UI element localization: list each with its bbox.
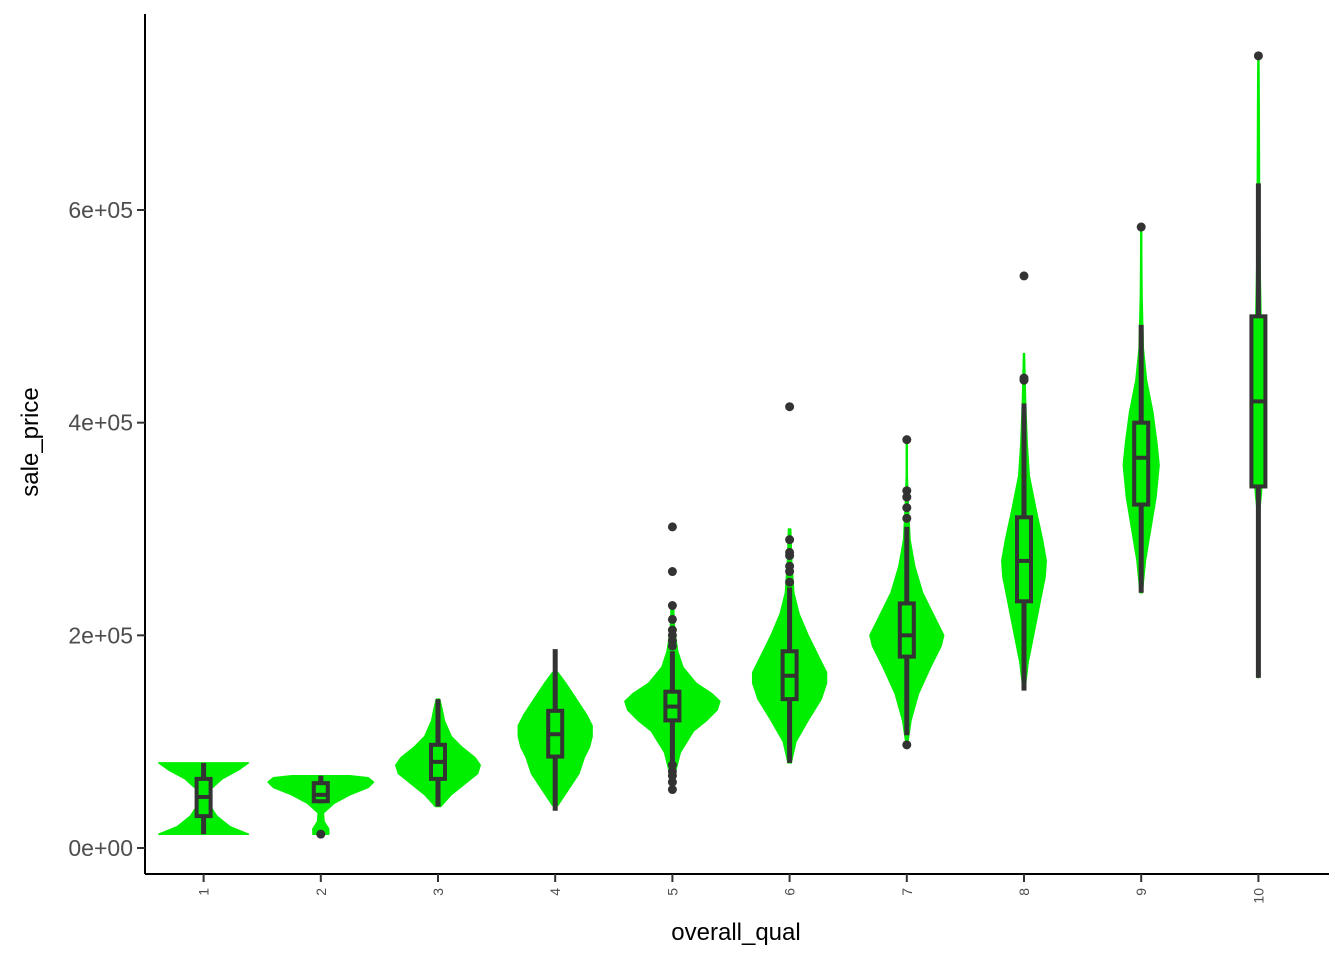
x-tick-label: 2 (313, 888, 329, 896)
boxplot-7 (897, 435, 916, 750)
outlier-point (902, 492, 912, 502)
boxplot-5 (663, 522, 682, 795)
outlier-point (902, 435, 912, 445)
boxplot-4 (546, 649, 565, 811)
outlier-point (902, 486, 912, 496)
outlier-point (1253, 51, 1263, 61)
x-tick-label: 9 (1133, 888, 1149, 896)
outlier-point (1019, 271, 1029, 281)
iqr-box (897, 601, 916, 659)
outlier-point (785, 402, 795, 412)
y-tick-label: 6e+05 (68, 197, 133, 223)
outlier-point (667, 766, 677, 776)
x-tick-label: 8 (1016, 888, 1032, 896)
outlier-point (316, 829, 326, 839)
violins (158, 55, 1266, 835)
boxplot-8 (1015, 271, 1033, 691)
outlier-point (667, 625, 677, 635)
outlier-point (785, 547, 795, 557)
y-tick-label: 0e+00 (68, 835, 133, 861)
x-tick-label: 3 (430, 888, 446, 896)
boxplot-10 (1249, 51, 1268, 678)
boxplot-6 (780, 402, 799, 763)
outlier-point (667, 777, 677, 787)
outlier-point (667, 522, 677, 532)
y-tick-label: 4e+05 (68, 410, 133, 436)
boxplot-2 (311, 775, 330, 839)
outlier-point (1136, 222, 1146, 232)
x-tick-label: 7 (899, 888, 915, 896)
iqr-box (311, 781, 330, 804)
outlier-point (667, 601, 677, 611)
x-tick-label: 10 (1250, 888, 1266, 904)
outlier-point (902, 740, 912, 750)
outlier-point (1019, 373, 1029, 383)
boxplot-3 (429, 699, 447, 807)
x-tick-label: 4 (547, 888, 563, 896)
x-tick-label: 5 (664, 888, 680, 896)
outlier-point (667, 785, 677, 795)
outlier-point (667, 567, 677, 577)
outlier-point (902, 513, 912, 523)
x-axis-title: overall_qual (671, 919, 800, 946)
boxplot-9 (1132, 222, 1151, 593)
outlier-point (667, 614, 677, 624)
outlier-point (902, 503, 912, 513)
x-tick-label: 1 (196, 888, 212, 896)
outlier-point (667, 760, 677, 770)
violin-shape-2 (267, 774, 375, 835)
outlier-point (785, 561, 795, 571)
y-tick-label: 2e+05 (68, 622, 133, 648)
outlier-point (785, 535, 795, 545)
iqr-box (1132, 420, 1151, 507)
boxplot-1 (194, 762, 213, 835)
axes: 0e+00 2e+05 4e+05 6e+05 1 2 3 4 5 6 7 8 9 10 (68, 14, 1329, 904)
outlier-point (785, 577, 795, 587)
boxplots (194, 51, 1268, 839)
y-axis-title: sale_price (17, 387, 44, 496)
x-tick-label: 6 (782, 888, 798, 896)
